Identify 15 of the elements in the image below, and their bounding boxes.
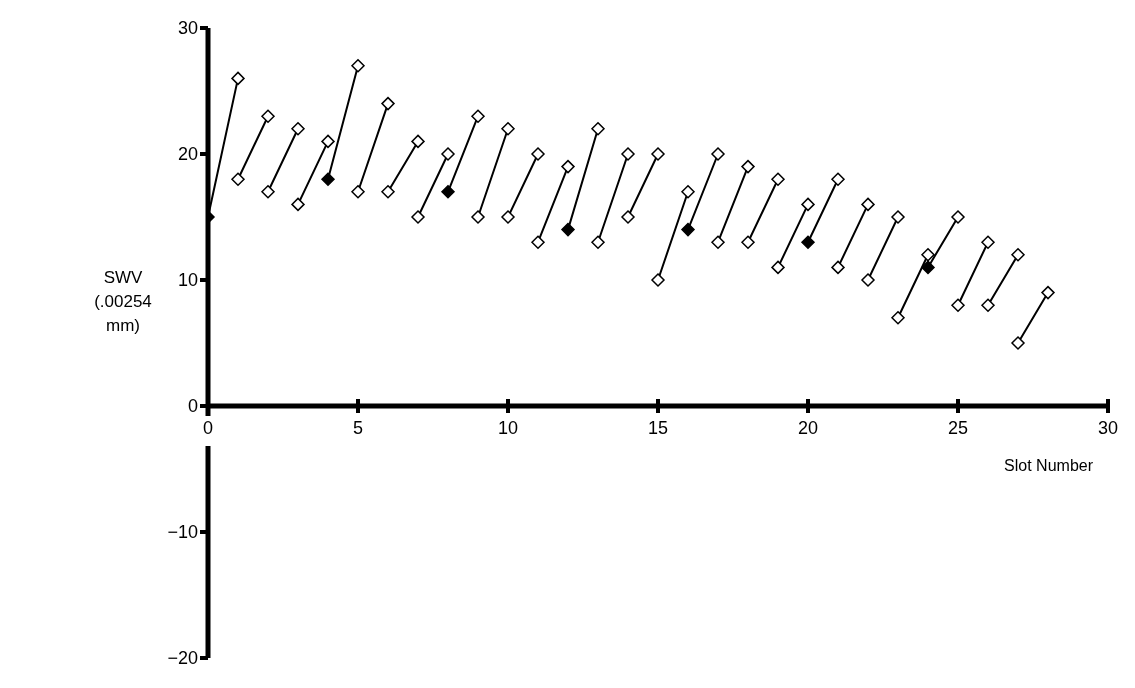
y-tick-label: −10 — [167, 522, 198, 543]
y-axis-title: SWV (.00254 mm) — [93, 267, 153, 337]
y-tick-label: 0 — [187, 396, 198, 417]
x-tick-label: 30 — [1097, 418, 1119, 438]
y-tick-label: −20 — [167, 648, 198, 669]
y-tick-label: 10 — [177, 270, 198, 291]
x-tick-label: 5 — [352, 418, 364, 438]
x-axis-title: Slot Number — [1004, 457, 1094, 474]
y-tick-label: 20 — [177, 144, 198, 165]
x-tick-label: 0 — [202, 418, 214, 438]
x-tick-label: 15 — [647, 418, 669, 438]
x-tick-label: 25 — [947, 418, 969, 438]
y-tick-label: 30 — [177, 18, 198, 39]
x-tick-label: 10 — [497, 418, 519, 438]
x-tick-label: 20 — [797, 418, 819, 438]
